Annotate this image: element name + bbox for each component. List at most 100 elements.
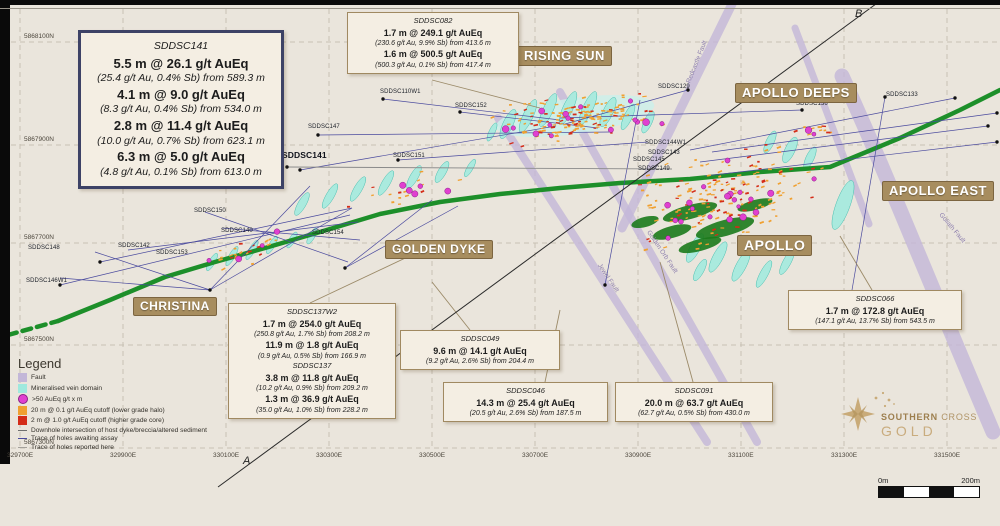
- callout-row: (20.5 g/t Au, 2.6% Sb) from 187.5 m: [469, 410, 582, 418]
- drillhole-id-label: SDDSC148: [28, 245, 60, 251]
- mineralised-vein-domains: [206, 91, 855, 288]
- red-square-swatch: [18, 416, 27, 425]
- callout-row: SDDSC046: [506, 386, 545, 395]
- drillhole-id-label: SDDSC146W1: [26, 278, 68, 284]
- area-label-christina: CHRISTINA: [133, 297, 217, 316]
- northing-label: 5867500N: [24, 336, 54, 343]
- callout-row: (10.2 g/t Au, 0.9% Sb) from 209.2 m: [256, 385, 368, 393]
- callout-row: 2.8 m @ 11.4 g/t AuEq: [113, 118, 249, 134]
- callout-row: 4.1 m @ 9.0 g/t AuEq: [117, 86, 245, 102]
- assay-intercept-dots: [206, 92, 833, 271]
- callout-row: (230.6 g/t Au, 9.9% Sb) from 413.6 m: [375, 40, 491, 48]
- drillhole-id-label: SDDSC140: [221, 228, 253, 234]
- easting-label: 330900E: [625, 452, 652, 459]
- drillhole-id-label: SDDSC136: [796, 101, 828, 107]
- callout-sddsc137w2: SDDSC137W2 1.7 m @ 254.0 g/t AuEq (250.8 g…: [228, 303, 396, 420]
- southern-cross-gold-star-icon: [841, 391, 895, 431]
- logo-company-name: SOUTHERN CROSS: [881, 412, 978, 422]
- drillhole-id-label: SDDSC142: [118, 243, 150, 249]
- legend-title: Legend: [18, 356, 62, 371]
- legend-item-label: Downhole intersection of host dyke/brecc…: [31, 426, 207, 434]
- legend-item: Downhole intersection of host dyke/brecc…: [18, 427, 233, 434]
- section-marker-a: A: [243, 455, 251, 467]
- navy-line-swatch: [18, 438, 27, 439]
- legend-item-label: Trace of holes awaiting assay: [31, 435, 118, 442]
- section-marker-b: B: [855, 8, 863, 20]
- callout-row: 1.6 m @ 500.5 g/t AuEq: [383, 49, 483, 60]
- callout-row: (147.1 g/t Au, 13.7% Sb) from 543.5 m: [815, 318, 935, 326]
- legend: Legend Fault Mineralised vein domain >50 A…: [18, 356, 233, 452]
- northing-label: 5867700N: [24, 234, 54, 241]
- drillhole-id-label: SDDSC144W1: [645, 140, 687, 146]
- callout-sddsc066: SDDSC066 1.7 m @ 172.8 g/t AuEq (147.1 g/t…: [788, 290, 962, 331]
- scale-bar: 0m 200m: [878, 476, 980, 498]
- callout-row: 11.9 m @ 1.8 g/t AuEq: [265, 340, 359, 351]
- easting-label: 331500E: [934, 452, 961, 459]
- callout-row: 1.7 m @ 249.1 g/t AuEq: [383, 27, 483, 38]
- drillhole-id-label: SDDSC152: [455, 103, 487, 109]
- northing-label: 5868100N: [24, 33, 54, 40]
- legend-item: Fault: [18, 373, 233, 382]
- top-border-bar: [0, 0, 1000, 5]
- legend-item-label: Trace of holes reported here: [31, 443, 114, 451]
- left-border-bar: [0, 0, 10, 464]
- legend-item: Mineralised vein domain: [18, 383, 233, 393]
- callout-row: (9.2 g/t Au, 2.6% Sb) from 204.4 m: [426, 358, 534, 366]
- legend-item: Trace of holes awaiting assay: [18, 435, 233, 442]
- drillhole-id-label: SDDSC129: [658, 84, 690, 90]
- drillhole-id-label: SDDSC141: [282, 150, 327, 160]
- area-label-rising-sun: RISING SUN: [517, 46, 612, 66]
- callout-row: 1.7 m @ 254.0 g/t AuEq: [262, 318, 362, 329]
- callout-row: 5.5 m @ 26.1 g/t AuEq: [113, 55, 249, 71]
- vein-square-swatch: [18, 383, 27, 393]
- northing-label: 5867900N: [24, 136, 54, 143]
- drillhole-id-label: SDDSC149: [638, 166, 670, 172]
- scale-bar-graphic: [878, 486, 980, 498]
- drillhole-id-label: SDDSC147: [308, 124, 340, 130]
- drillhole-id-label: SDDSC110W1: [380, 89, 421, 95]
- callout-row: (35.0 g/t Au, 1.0% Sb) from 228.2 m: [256, 406, 368, 414]
- orange-square-swatch: [18, 405, 27, 415]
- legend-item-label: Fault: [31, 374, 46, 381]
- callout-row: SDDSC082: [413, 16, 453, 25]
- northing-label: 5867300N: [24, 439, 54, 446]
- legend-item-label: 20 m @ 0.1 g/t AuEq cutoff (lower grade …: [31, 406, 165, 414]
- drillhole-id-label: SDDSC153: [156, 250, 188, 256]
- callout-row: (4.8 g/t Au, 0.1% Sb) from 613.0 m: [100, 165, 262, 178]
- drillhole-traces: [58, 79, 999, 383]
- legend-item: >50 AuEq g/t x m: [18, 394, 233, 404]
- drillhole-id-label: SDDSC154: [312, 230, 344, 236]
- callout-row: 20.0 m @ 63.7 g/t AuEq: [644, 397, 744, 408]
- callout-row: 14.3 m @ 25.4 g/t AuEq: [476, 397, 575, 408]
- callout-sddsc141: SDDSC141 5.5 m @ 26.1 g/t AuEq (25.4 g/t A…: [78, 30, 284, 189]
- callout-row: 9.6 m @ 14.1 g/t AuEq: [433, 345, 527, 356]
- legend-item-label: >50 AuEq g/t x m: [32, 395, 83, 403]
- callout-sddsc082: SDDSC082 1.7 m @ 249.1 g/t AuEq (230.6 g/t…: [347, 12, 519, 75]
- callout-row: SDDSC049: [460, 334, 500, 343]
- scale-start-label: 0m: [878, 476, 889, 485]
- easting-label: 331300E: [831, 452, 858, 459]
- callout-row: SDDSC137: [292, 361, 332, 371]
- easting-label: 329900E: [110, 452, 137, 459]
- easting-label: 329700E: [7, 452, 34, 459]
- callout-row: (250.8 g/t Au, 1.7% Sb) from 208.2 m: [254, 331, 370, 339]
- easting-label: 330700E: [522, 452, 549, 459]
- callout-row: SDDSC066: [855, 294, 895, 303]
- area-label-apollo-deeps: APOLLO DEEPS: [735, 83, 857, 103]
- callout-row: 1.7 m @ 172.8 g/t AuEq: [825, 305, 925, 316]
- easting-label: 330300E: [316, 452, 343, 459]
- easting-label: 331100E: [728, 452, 754, 459]
- fault-square-swatch: [18, 373, 27, 382]
- callout-row: (0.9 g/t Au, 0.5% Sb) from 166.9 m: [258, 352, 366, 360]
- company-logo: SOUTHERN CROSS GOLD: [833, 390, 983, 448]
- map-neatline: [0, 8, 1000, 9]
- callout-row: SDDSC141: [153, 40, 209, 52]
- callout-row: 6.3 m @ 5.0 g/t AuEq: [117, 149, 245, 165]
- callout-row: SDDSC091: [674, 386, 714, 395]
- drillhole-id-label: SDDSC133: [886, 92, 918, 98]
- callout-row: SDDSC137W2: [286, 307, 338, 316]
- legend-item: 2 m @ 1.0 g/t AuEq cutoff (higher grade …: [18, 416, 233, 425]
- legend-item-label: Mineralised vein domain: [31, 384, 103, 392]
- drillhole-id-label: SDDSC145: [633, 157, 665, 163]
